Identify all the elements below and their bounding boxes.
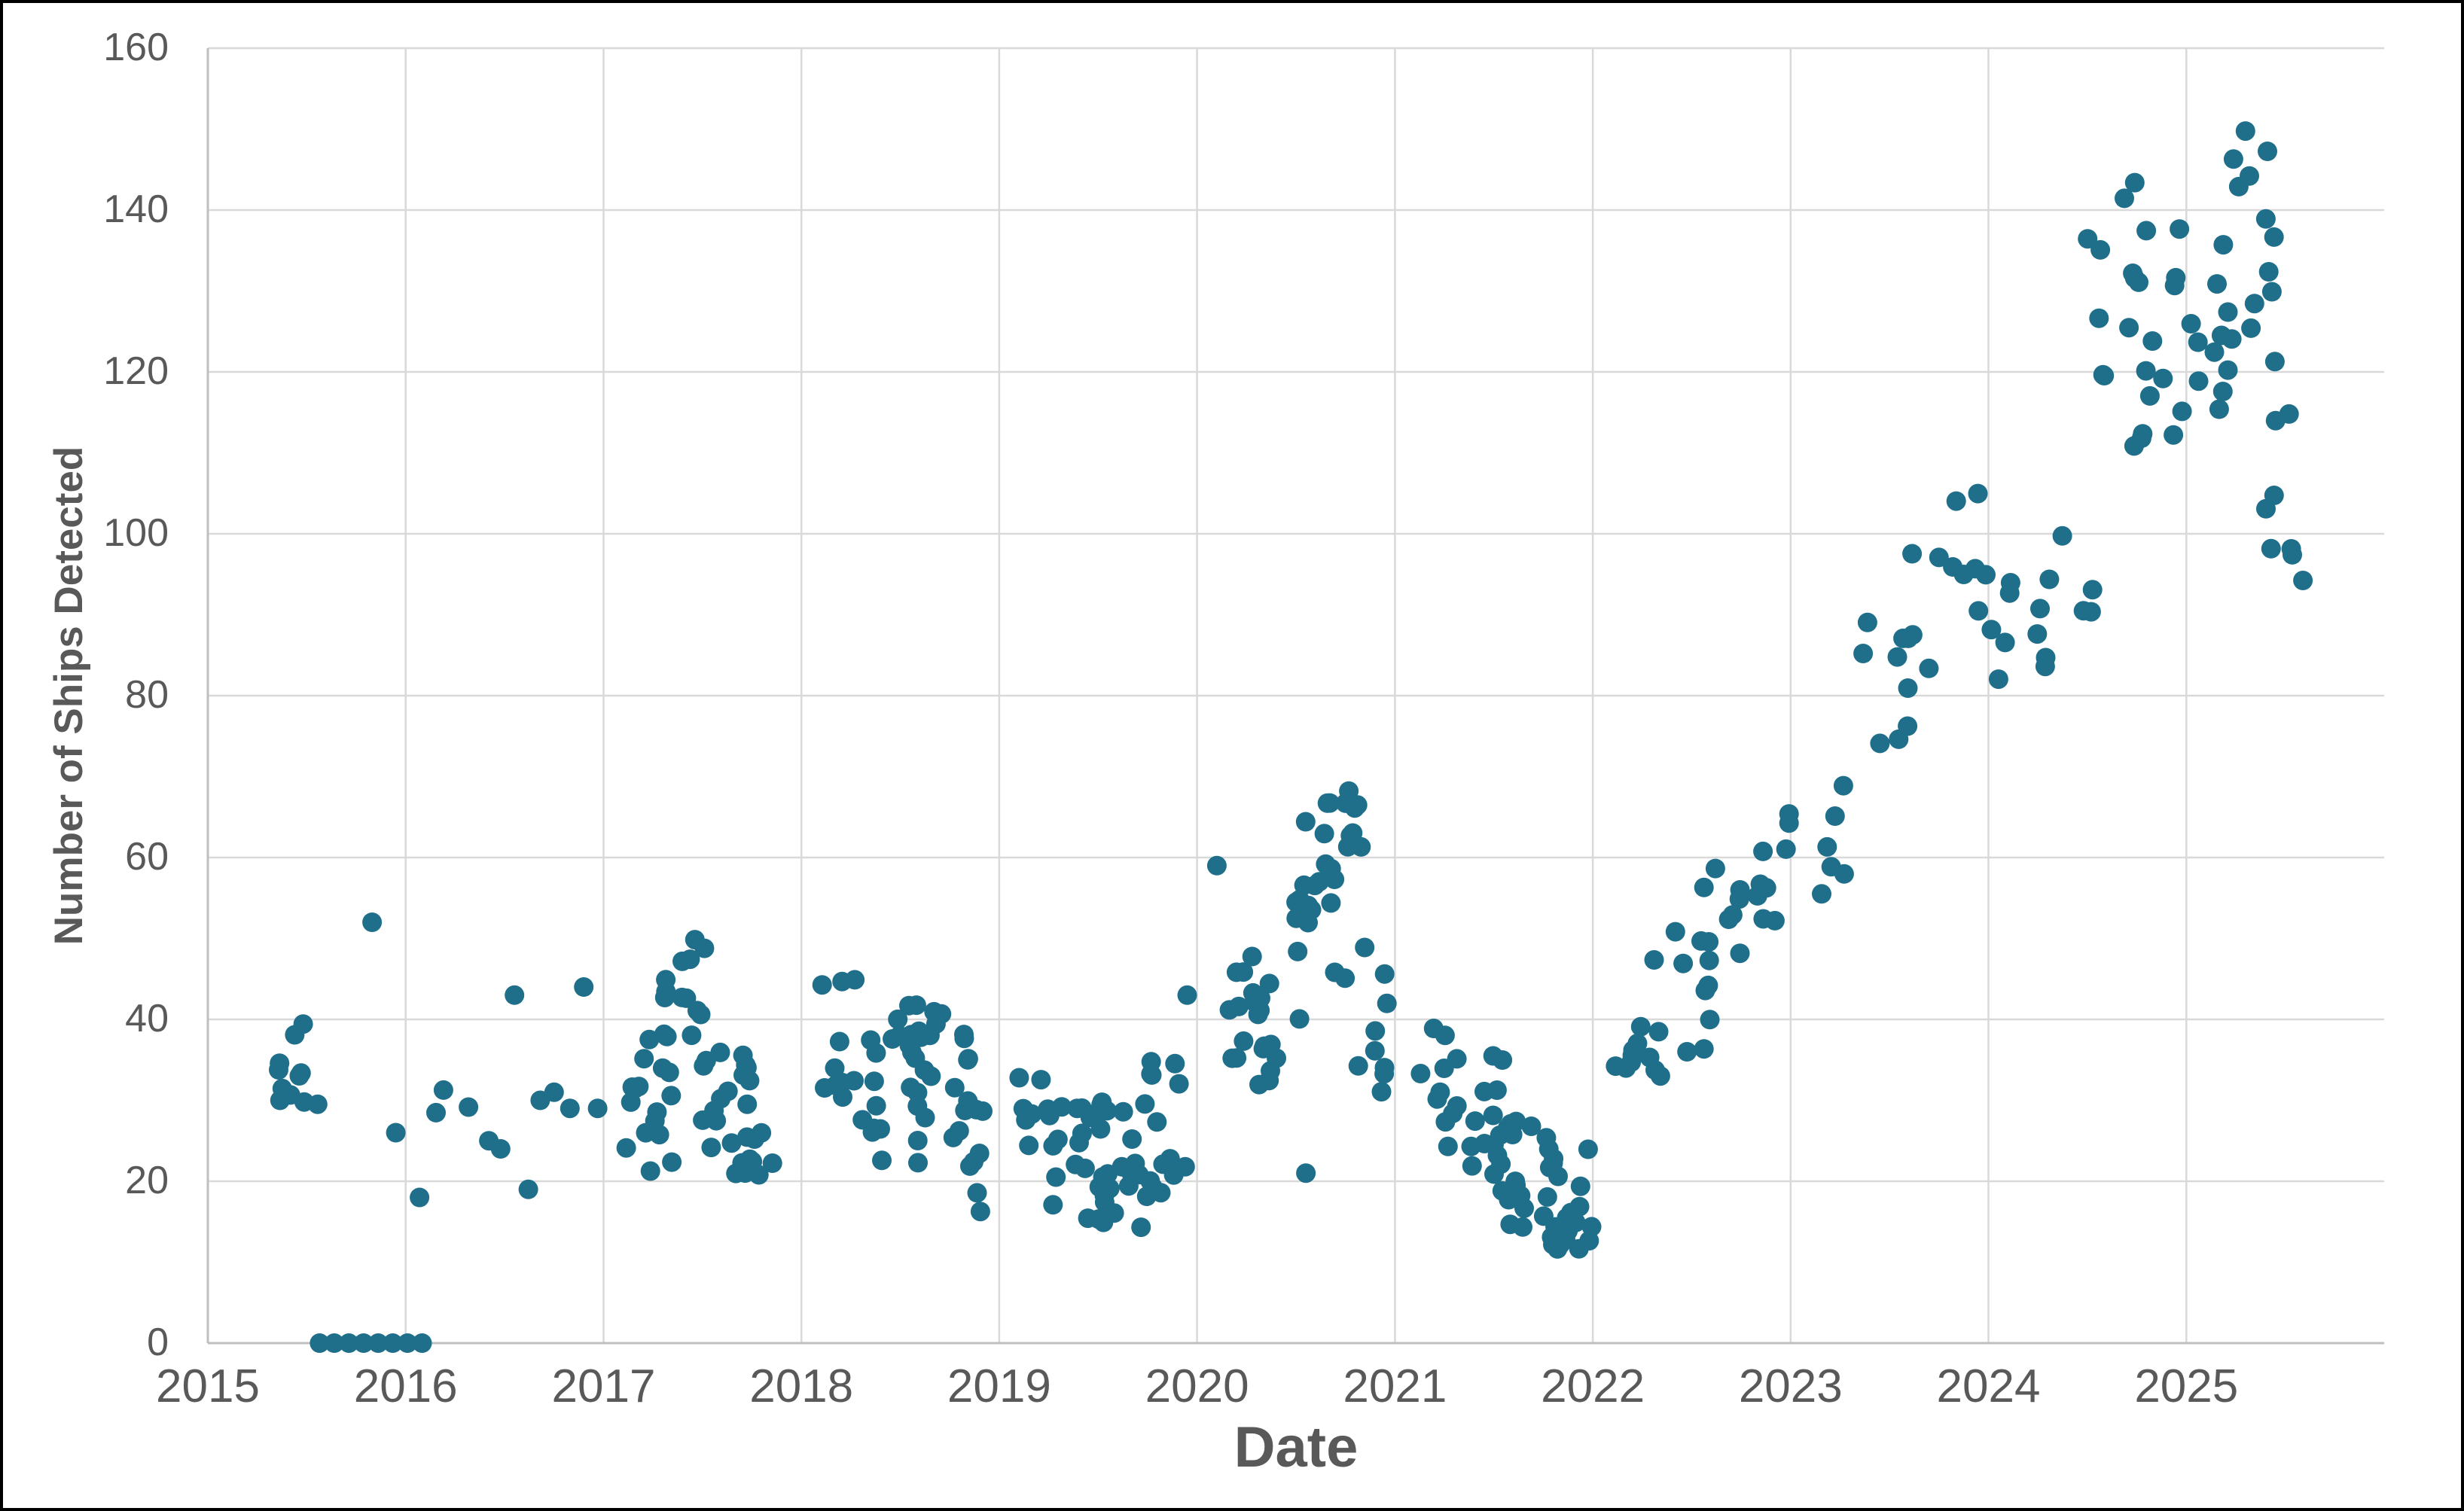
svg-text:Date: Date: [1234, 1415, 1359, 1479]
svg-text:0: 0: [147, 1321, 169, 1364]
svg-text:80: 80: [125, 673, 169, 717]
svg-text:2018: 2018: [749, 1360, 853, 1412]
svg-text:160: 160: [103, 26, 169, 69]
svg-text:2022: 2022: [1541, 1360, 1645, 1412]
svg-text:2025: 2025: [2134, 1360, 2238, 1412]
svg-text:2017: 2017: [552, 1360, 656, 1412]
svg-text:120: 120: [103, 349, 169, 393]
svg-text:2020: 2020: [1145, 1360, 1249, 1412]
svg-text:Number of Ships Detected: Number of Ships Detected: [47, 446, 91, 946]
svg-text:2024: 2024: [1937, 1360, 2041, 1412]
svg-text:20: 20: [125, 1159, 169, 1202]
svg-text:2019: 2019: [947, 1360, 1051, 1412]
svg-text:2023: 2023: [1739, 1360, 1843, 1412]
svg-text:100: 100: [103, 511, 169, 555]
svg-text:60: 60: [125, 835, 169, 879]
svg-text:40: 40: [125, 997, 169, 1040]
svg-text:2021: 2021: [1343, 1360, 1447, 1412]
svg-text:2015: 2015: [156, 1360, 260, 1412]
svg-text:2016: 2016: [354, 1360, 458, 1412]
svg-text:140: 140: [103, 187, 169, 231]
